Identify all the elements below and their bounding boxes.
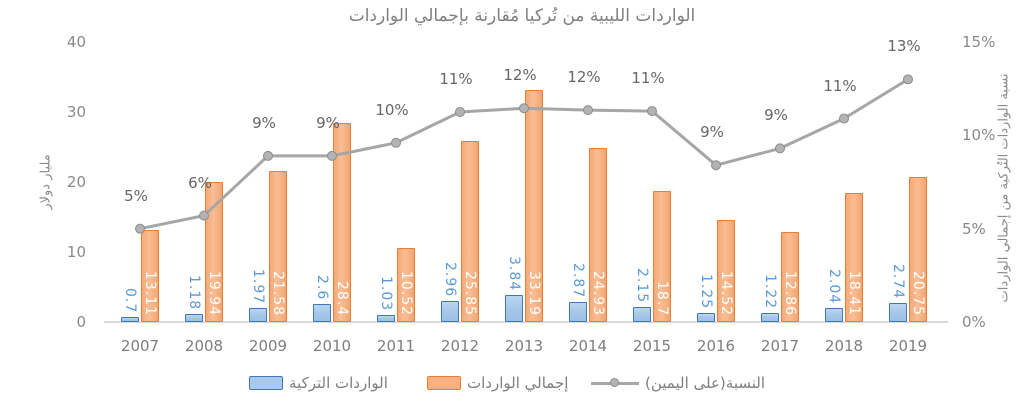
bar-value-label-total: 25.85 — [462, 270, 478, 316]
bar-value-label-turkish: 2.6 — [314, 274, 330, 300]
left-axis-tick: 20 — [66, 173, 86, 191]
bar-value-label-turkish: 1.18 — [186, 274, 202, 310]
x-axis-label-year: 2013 — [504, 337, 544, 355]
bar-turkish-imports — [377, 314, 395, 322]
bar-turkish-imports — [505, 295, 523, 322]
percentage-data-label: 11% — [823, 76, 857, 95]
x-axis-label-year: 2017 — [760, 337, 800, 355]
percentage-data-label: 12% — [503, 66, 537, 85]
percentage-data-label: 9% — [316, 113, 340, 132]
legend-label-total-imports: إجمالي الواردات — [467, 374, 569, 392]
legend-label-percentage: النسبة(على اليمين) — [645, 374, 765, 392]
bar-total-imports — [909, 176, 927, 322]
percentage-data-label: 9% — [700, 123, 724, 142]
right-axis-tick: 0% — [962, 313, 986, 331]
bar-value-label-total: 19.94 — [206, 270, 222, 316]
x-axis-line — [104, 321, 948, 323]
percentage-data-label: 9% — [764, 106, 788, 125]
percentage-data-label: 9% — [252, 113, 276, 132]
bar-turkish-imports — [633, 306, 651, 322]
right-axis-tick: 5% — [962, 219, 986, 238]
chart-title: الواردات الليبية من تُركيا مُقارنة بإجما… — [348, 6, 696, 26]
bar-value-label-turkish: 2.87 — [570, 262, 586, 298]
bar-value-label-turkish: 2.74 — [890, 263, 906, 299]
bar-turkish-imports — [697, 313, 715, 322]
bar-value-label-total: 13.11 — [142, 270, 158, 316]
left-axis-tick: 30 — [66, 103, 86, 121]
bar-value-label-total: 18.7 — [654, 280, 670, 316]
bar-value-label-total: 20.75 — [910, 270, 926, 316]
percentage-data-label: 5% — [124, 186, 148, 205]
percentage-data-label: 10% — [375, 100, 409, 119]
x-axis-label-year: 2014 — [568, 337, 608, 355]
x-axis-label-year: 2008 — [184, 337, 224, 355]
bar-value-label-turkish: 2.15 — [634, 267, 650, 303]
percentage-data-label: 11% — [631, 69, 665, 88]
bar-total-imports — [141, 230, 159, 322]
bar-turkish-imports — [121, 317, 139, 322]
left-axis-tick: 0 — [76, 313, 86, 331]
x-axis-label-year: 2007 — [120, 337, 160, 355]
x-axis-label-year: 2011 — [376, 337, 416, 355]
bar-turkish-imports — [825, 307, 843, 322]
x-axis-label-year: 2012 — [440, 337, 480, 355]
bar-turkish-imports — [441, 301, 459, 322]
bar-value-label-total: 14.52 — [718, 270, 734, 316]
bar-turkish-imports — [185, 313, 203, 322]
bar-total-imports — [781, 231, 799, 322]
right-axis-tick: 15% — [962, 33, 996, 51]
bar-turkish-imports — [569, 301, 587, 322]
bar-value-label-turkish: 0.7 — [122, 287, 138, 314]
line-marker-icon — [591, 374, 639, 392]
total-imports-swatch-icon — [427, 376, 461, 390]
left-axis-tick: 40 — [66, 33, 86, 51]
x-axis-label-year: 2010 — [312, 337, 352, 355]
x-axis-label-year: 2018 — [824, 337, 864, 355]
bar-value-label-total: 12.86 — [782, 270, 798, 316]
bar-value-label-turkish: 1.97 — [250, 269, 266, 305]
bar-turkish-imports — [313, 303, 331, 322]
bar-value-label-turkish: 3.84 — [506, 255, 522, 292]
bar-value-label-total: 33.19 — [526, 270, 542, 316]
bar-turkish-imports — [249, 308, 267, 322]
bar-turkish-imports — [761, 313, 779, 322]
percentage-data-label: 13% — [887, 37, 921, 56]
bar-value-label-total: 24.93 — [590, 270, 606, 316]
x-axis-label-year: 2009 — [248, 337, 288, 355]
bar-turkish-imports — [889, 302, 907, 322]
percentage-data-label: 6% — [188, 173, 212, 192]
right-axis-tick: 10% — [962, 126, 996, 145]
bar-value-label-turkish: 2.04 — [826, 268, 842, 304]
x-axis-label-year: 2016 — [696, 337, 736, 355]
legend-label-turkish-imports: الواردات التركية — [289, 374, 388, 392]
percentage-data-label: 11% — [439, 70, 473, 88]
percentage-data-label: 12% — [567, 68, 601, 87]
x-axis-label-year: 2015 — [632, 337, 672, 355]
bar-value-label-total: 21.58 — [270, 270, 286, 316]
bar-total-imports — [397, 248, 415, 322]
bar-value-label-total: 10.52 — [398, 270, 414, 316]
right-axis-title: نسبة الواردات التُركية من إجمالي الواردا… — [996, 73, 1012, 303]
left-axis-tick: 10 — [66, 243, 86, 261]
turkish-imports-swatch-icon — [249, 376, 283, 390]
x-axis-label-year: 2019 — [888, 337, 928, 355]
bar-value-label-total: 28.4 — [334, 280, 350, 316]
bar-value-label-turkish: 1.25 — [698, 274, 714, 310]
bar-value-label-turkish: 1.03 — [378, 275, 394, 311]
bar-value-label-total: 18.41 — [846, 270, 862, 316]
bar-value-label-turkish: 2.96 — [442, 262, 458, 298]
bar-value-label-turkish: 1.22 — [762, 274, 778, 310]
